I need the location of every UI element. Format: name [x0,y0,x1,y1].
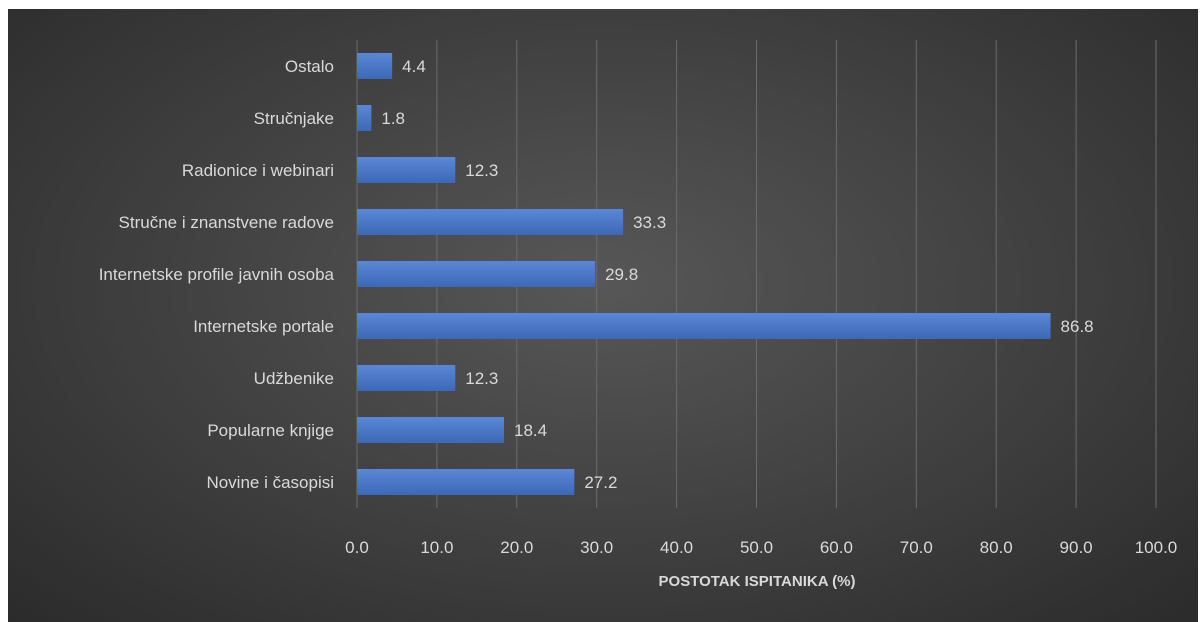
bar [357,105,372,131]
bar [357,209,624,235]
bar [357,469,575,495]
x-axis-title: POSTOTAK ISPITANIKA (%) [659,573,856,590]
category-label: Ostalo [285,57,334,76]
x-tick-label: 70.0 [900,538,933,557]
bar [357,313,1051,339]
category-label: Radionice i webinari [182,161,334,180]
bars-group: 4.4 1.8 12.3 33.3 29.8 86.8 12.3 18.4 27.2 [357,53,1094,495]
x-tick-label: 10.0 [420,538,453,557]
data-label: 18.4 [514,421,547,440]
x-tick-label: 60.0 [820,538,853,557]
x-tick-label: 30.0 [580,538,613,557]
bar [357,53,393,79]
category-label: Internetske profile javnih osoba [99,265,335,284]
data-label: 12.3 [465,161,498,180]
data-label: 27.2 [584,473,617,492]
x-tick-label: 80.0 [980,538,1013,557]
bar [357,261,596,287]
bar [357,157,456,183]
bar [357,365,456,391]
data-label: 4.4 [402,57,426,76]
data-label: 1.8 [381,109,405,128]
x-tick-label: 20.0 [500,538,533,557]
x-tick-label: 0.0 [345,538,369,557]
data-label: 86.8 [1061,317,1094,336]
category-label: Stručnjake [254,109,334,128]
x-tick-label: 40.0 [660,538,693,557]
category-label: Udžbenike [254,369,334,388]
category-labels: Ostalo Stručnjake Radionice i webinari Stru… [99,57,335,492]
x-tick-label: 90.0 [1060,538,1093,557]
bar [357,417,505,443]
category-label: Popularne knjige [207,421,334,440]
category-label: Internetske portale [193,317,334,336]
category-label: Stručne i znanstvene radove [119,213,334,232]
x-tick-labels: 0.0 10.0 20.0 30.0 40.0 50.0 60.0 70.0 80.0 90.0 1… [345,538,1177,557]
data-label: 12.3 [465,369,498,388]
data-label: 29.8 [605,265,638,284]
category-label: Novine i časopisi [206,473,334,492]
data-label: 33.3 [633,213,666,232]
x-tick-label: 100.0 [1135,538,1178,557]
x-tick-label: 50.0 [740,538,773,557]
